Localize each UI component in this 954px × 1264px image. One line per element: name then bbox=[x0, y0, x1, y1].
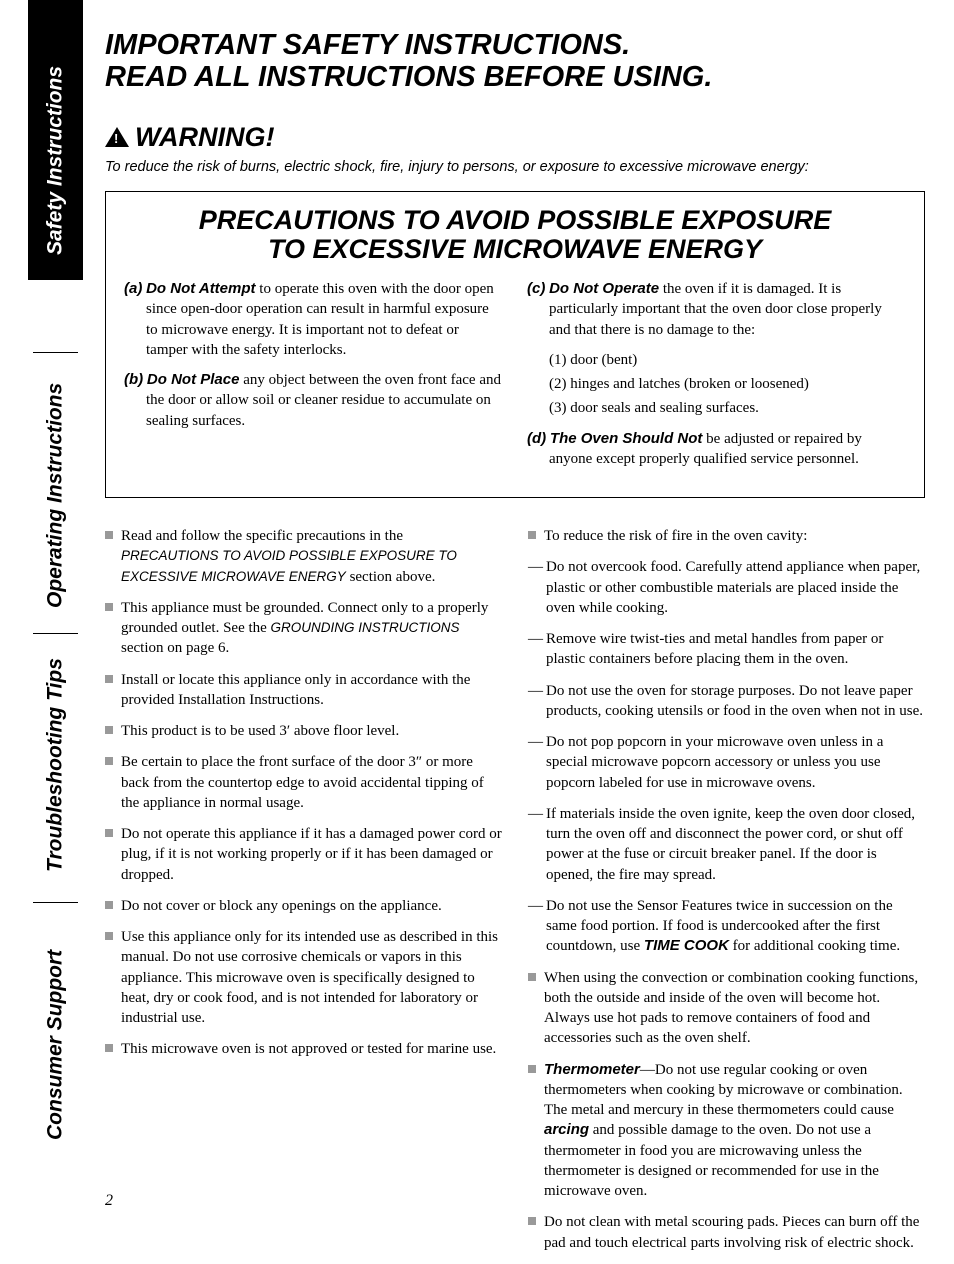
precaution-a: (a) Do Not Attempt to operate this oven … bbox=[124, 279, 503, 360]
page-number: 2 bbox=[105, 1192, 113, 1210]
precautions-columns: (a) Do Not Attempt to operate this oven … bbox=[124, 279, 906, 479]
tab-operating: Operating Instructions bbox=[28, 370, 83, 620]
tab-divider bbox=[33, 902, 78, 903]
dash-item: Remove wire twist-ties and metal handles… bbox=[528, 629, 925, 670]
bullet-item: To reduce the risk of fire in the oven c… bbox=[528, 526, 925, 546]
bullet-item: Read and follow the specific precautions… bbox=[105, 526, 502, 587]
dash-item: Do not use the Sensor Features twice in … bbox=[528, 896, 925, 957]
tab-divider bbox=[33, 633, 78, 634]
dash-item: Do not overcook food. Carefully attend a… bbox=[528, 557, 925, 618]
precaution-b: (b) Do Not Place any object between the … bbox=[124, 370, 503, 431]
title-line-1: IMPORTANT SAFETY INSTRUCTIONS. bbox=[105, 29, 630, 61]
precautions-box: PRECAUTIONS TO AVOID POSSIBLE EXPOSURE T… bbox=[105, 191, 925, 498]
lower-col-right: To reduce the risk of fire in the oven c… bbox=[528, 526, 925, 1264]
main-title: IMPORTANT SAFETY INSTRUCTIONS. READ ALL … bbox=[105, 30, 925, 94]
title-line-2: READ ALL INSTRUCTIONS BEFORE USING. bbox=[105, 61, 712, 93]
warning-subtitle: To reduce the risk of burns, electric sh… bbox=[105, 159, 925, 175]
page-content: IMPORTANT SAFETY INSTRUCTIONS. READ ALL … bbox=[105, 30, 925, 1264]
tab-consumer-support: Consumer Support bbox=[28, 940, 83, 1150]
precaution-c-sublist: (1) door (bent) (2) hinges and latches (… bbox=[527, 350, 906, 419]
precautions-title: PRECAUTIONS TO AVOID POSSIBLE EXPOSURE T… bbox=[124, 206, 906, 265]
warning-heading: WARNING! bbox=[105, 122, 925, 153]
precaution-d: (d) The Oven Should Not be adjusted or r… bbox=[527, 429, 906, 470]
bullet-item: Do not operate this appliance if it has … bbox=[105, 824, 502, 885]
lower-col-left: Read and follow the specific precautions… bbox=[105, 526, 502, 1264]
precautions-col-left: (a) Do Not Attempt to operate this oven … bbox=[124, 279, 503, 479]
dash-item: Do not pop popcorn in your microwave ove… bbox=[528, 732, 925, 793]
bullet-item: This product is to be used 3′ above floo… bbox=[105, 721, 502, 741]
bullet-item: Install or locate this appliance only in… bbox=[105, 670, 502, 711]
bullet-item: This microwave oven is not approved or t… bbox=[105, 1039, 502, 1059]
tab-divider bbox=[33, 352, 78, 353]
lower-columns: Read and follow the specific precautions… bbox=[105, 526, 925, 1264]
bullet-item: This appliance must be grounded. Connect… bbox=[105, 598, 502, 659]
bullet-item: Use this appliance only for its intended… bbox=[105, 927, 502, 1028]
bullet-item: Do not clean with metal scouring pads. P… bbox=[528, 1212, 925, 1253]
bullet-item: Do not cover or block any openings on th… bbox=[105, 896, 502, 916]
bullet-item: When using the convection or combination… bbox=[528, 968, 925, 1049]
tab-troubleshooting: Troubleshooting Tips bbox=[28, 650, 83, 880]
bullet-item: Thermometer—Do not use regular cooking o… bbox=[528, 1060, 925, 1202]
bullet-item: Be certain to place the front surface of… bbox=[105, 752, 502, 813]
warning-label: WARNING! bbox=[135, 122, 274, 153]
tab-safety: Safety Instructions bbox=[28, 60, 83, 260]
precaution-c: (c) Do Not Operate the oven if it is dam… bbox=[527, 279, 906, 340]
precautions-col-right: (c) Do Not Operate the oven if it is dam… bbox=[527, 279, 906, 479]
dash-item: Do not use the oven for storage purposes… bbox=[528, 681, 925, 722]
warning-triangle-icon bbox=[105, 127, 129, 147]
dash-item: If materials inside the oven ignite, kee… bbox=[528, 804, 925, 885]
sidebar-tabs: Safety Instructions Operating Instructio… bbox=[0, 0, 90, 1235]
